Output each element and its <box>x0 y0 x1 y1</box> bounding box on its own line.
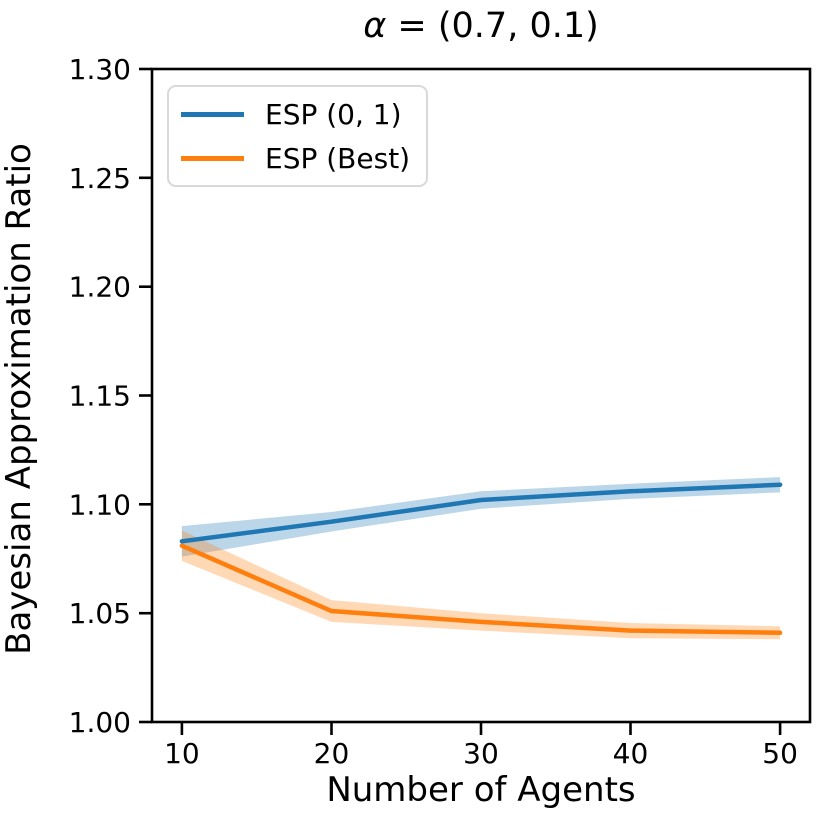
confidence-band-0 <box>181 477 781 557</box>
y-tick-label: 1.25 <box>69 162 131 195</box>
y-tick-label: 1.20 <box>69 271 131 304</box>
series-line-0 <box>179 482 783 544</box>
x-axis-label: Number of Agents <box>326 770 636 810</box>
legend-entry-esp-best: ESP (Best) <box>181 139 410 177</box>
x-tick-label: 30 <box>463 737 499 770</box>
y-tick-label: 1.15 <box>69 380 131 413</box>
y-tick-label: 1.00 <box>69 706 131 739</box>
y-tick-label: 1.05 <box>69 597 131 630</box>
y-axis-label: Bayesian Approximation Ratio <box>0 143 39 655</box>
legend-line-sample-orange-icon <box>181 155 244 161</box>
x-tick-label: 20 <box>314 737 350 770</box>
x-tick-label: 50 <box>762 737 798 770</box>
legend: ESP (0, 1) ESP (Best) <box>167 85 429 187</box>
y-tick-label: 1.10 <box>69 488 131 521</box>
x-tick-label: 10 <box>164 737 200 770</box>
chart-title: α = (0.7, 0.1) <box>231 6 731 46</box>
y-tick-label: 1.30 <box>69 53 131 86</box>
alpha-symbol: α <box>363 6 387 46</box>
x-tick-label: 40 <box>613 737 649 770</box>
legend-entry-esp-01: ESP (0, 1) <box>181 95 410 133</box>
chart-title-rest: = (0.7, 0.1) <box>386 6 599 46</box>
legend-label-esp-best: ESP (Best) <box>265 141 411 175</box>
legend-label-esp-01: ESP (0, 1) <box>265 97 402 131</box>
series-line-1 <box>179 543 783 636</box>
legend-line-sample-blue-icon <box>181 111 244 117</box>
